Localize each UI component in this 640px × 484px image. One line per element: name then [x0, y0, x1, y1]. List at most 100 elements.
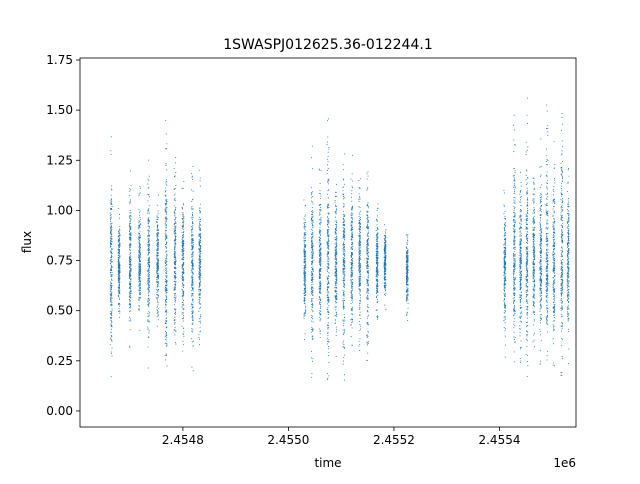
data-point: [138, 255, 140, 257]
data-point: [174, 205, 176, 207]
data-point: [119, 273, 121, 275]
data-point: [359, 314, 361, 316]
data-point: [303, 226, 305, 228]
data-point: [165, 199, 166, 201]
data-point: [327, 233, 329, 235]
data-point: [174, 226, 176, 228]
data-point: [129, 242, 131, 244]
observing-night-points: [310, 145, 314, 378]
data-point: [352, 218, 353, 220]
data-point: [157, 217, 159, 218]
data-point: [367, 295, 369, 297]
data-point: [129, 202, 131, 204]
data-point: [165, 190, 167, 191]
data-point: [319, 283, 321, 285]
data-point: [174, 334, 176, 336]
data-point: [328, 240, 330, 242]
data-point: [358, 247, 360, 249]
data-point: [199, 255, 201, 257]
data-point: [174, 223, 175, 225]
data-point: [343, 239, 345, 241]
data-point: [376, 260, 378, 262]
data-point: [129, 200, 131, 202]
data-point: [110, 304, 112, 306]
data-point: [319, 281, 321, 283]
data-point: [351, 264, 353, 266]
data-point: [148, 266, 150, 268]
data-point: [148, 245, 150, 246]
data-point: [343, 243, 344, 245]
observing-night-points: [117, 207, 121, 318]
data-point: [165, 199, 167, 201]
data-point: [157, 268, 159, 270]
data-point: [335, 258, 337, 260]
data-point: [148, 227, 150, 229]
data-point: [326, 373, 328, 375]
data-point: [118, 264, 120, 265]
data-point: [377, 236, 379, 238]
data-point: [147, 263, 149, 265]
data-point: [149, 249, 150, 250]
data-point: [334, 246, 336, 248]
data-point: [305, 307, 306, 309]
data-point: [327, 229, 329, 231]
data-point: [328, 286, 329, 288]
data-point: [157, 281, 159, 283]
data-point: [200, 314, 202, 316]
data-point: [359, 225, 361, 227]
data-point: [199, 292, 201, 294]
data-point: [367, 203, 368, 205]
data-point: [343, 280, 345, 282]
data-point: [359, 230, 361, 232]
data-point: [328, 235, 330, 237]
data-point: [181, 243, 183, 245]
data-point: [198, 233, 200, 235]
data-point: [147, 283, 149, 285]
data-point: [304, 289, 306, 291]
data-point: [166, 225, 167, 227]
data-point: [199, 267, 201, 269]
data-point: [351, 232, 353, 234]
data-point: [358, 225, 360, 227]
data-point: [174, 273, 176, 274]
data-point: [367, 253, 369, 255]
data-point: [111, 321, 113, 323]
data-point: [359, 254, 361, 256]
data-point: [148, 303, 150, 305]
data-point: [164, 195, 166, 196]
data-point: [336, 245, 338, 247]
data-point: [359, 188, 361, 190]
data-point: [384, 269, 386, 271]
data-point: [130, 234, 132, 236]
data-point: [376, 259, 378, 261]
data-point: [139, 290, 141, 291]
data-point: [164, 262, 166, 264]
data-point: [192, 299, 194, 301]
data-point: [128, 238, 130, 240]
data-point: [192, 260, 193, 262]
data-point: [129, 273, 131, 274]
data-point: [117, 240, 119, 242]
data-point: [156, 294, 158, 296]
data-point: [182, 222, 184, 224]
data-point: [343, 322, 345, 324]
data-point: [139, 280, 141, 282]
data-point: [303, 236, 305, 238]
data-point: [320, 285, 322, 287]
data-point: [111, 303, 113, 305]
data-point: [377, 268, 379, 270]
data-point: [110, 285, 112, 287]
data-point: [327, 332, 329, 334]
data-point: [328, 197, 330, 199]
data-point: [191, 242, 192, 244]
data-point: [319, 244, 321, 246]
data-point: [156, 313, 158, 315]
observing-night-points: [147, 159, 151, 369]
data-point: [344, 266, 346, 268]
data-point: [129, 239, 131, 241]
data-point: [367, 245, 369, 247]
data-point: [138, 256, 140, 257]
data-point: [359, 224, 361, 226]
data-point: [343, 232, 345, 234]
data-point: [367, 248, 369, 249]
